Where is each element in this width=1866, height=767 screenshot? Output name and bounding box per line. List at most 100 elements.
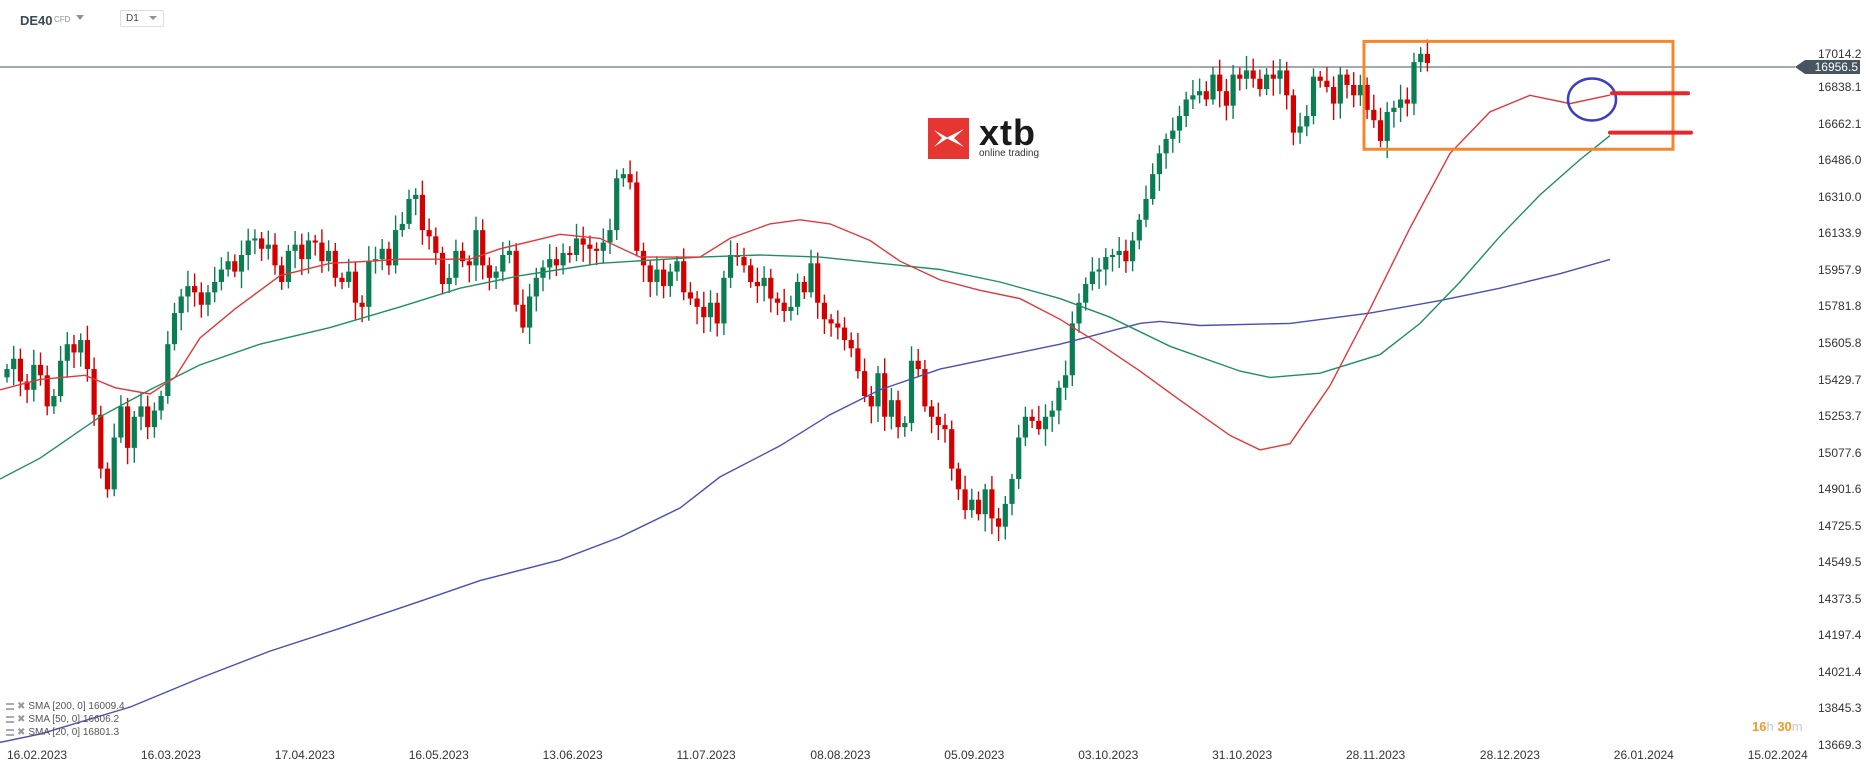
candle-body bbox=[299, 244, 305, 260]
candle-body bbox=[292, 244, 298, 251]
candle-body bbox=[366, 261, 372, 307]
candle-body bbox=[1022, 416, 1028, 438]
legend-sma50[interactable]: ✖ SMA [50, 0] 16606.2 bbox=[6, 714, 119, 725]
price-axis-label: 15605.8 bbox=[1818, 335, 1862, 350]
timeframe-select[interactable]: D1 bbox=[120, 10, 164, 27]
candle-body bbox=[84, 340, 90, 370]
price-axis-label: 16310.0 bbox=[1818, 189, 1862, 204]
candle-body bbox=[31, 364, 37, 390]
highlight-circle bbox=[1566, 77, 1618, 122]
sma50-line bbox=[0, 135, 1611, 480]
candle-body bbox=[1036, 420, 1042, 430]
candle-body bbox=[1183, 99, 1189, 117]
candle-body bbox=[667, 271, 673, 287]
candle-body bbox=[393, 230, 399, 266]
candle-body bbox=[768, 277, 774, 299]
candle-body bbox=[1371, 109, 1377, 121]
candle-body bbox=[808, 263, 814, 293]
settings-icon[interactable] bbox=[6, 715, 14, 723]
candle-body bbox=[741, 257, 747, 266]
settings-icon[interactable] bbox=[6, 702, 14, 710]
current-price-tag: 16956.5 bbox=[1795, 60, 1860, 74]
candle-body bbox=[406, 199, 412, 224]
candle-body bbox=[721, 277, 727, 324]
candle-body bbox=[225, 261, 231, 270]
candle-body bbox=[1156, 153, 1162, 175]
candle-body bbox=[265, 244, 271, 249]
price-axis-label: 14549.5 bbox=[1818, 555, 1862, 570]
candle-body bbox=[205, 292, 211, 305]
close-icon[interactable]: ✖ bbox=[17, 701, 26, 712]
candle-body bbox=[1391, 107, 1397, 112]
candle-body bbox=[661, 269, 667, 287]
price-axis-label: 15957.9 bbox=[1818, 262, 1862, 277]
candle-body bbox=[359, 302, 365, 307]
symbol-type: CFD bbox=[54, 15, 71, 24]
candle-body bbox=[238, 255, 245, 272]
candle-body bbox=[17, 358, 23, 382]
symbol-dropdown-caret-icon[interactable] bbox=[76, 15, 84, 20]
date-axis-label: 08.08.2023 bbox=[810, 748, 871, 762]
range-box bbox=[1362, 39, 1675, 151]
candle-body bbox=[125, 406, 131, 448]
legend-sma200[interactable]: ✖ SMA [200, 0] 16009.4 bbox=[6, 701, 125, 712]
candle-body bbox=[71, 344, 77, 353]
candle-body bbox=[573, 238, 580, 256]
candle-body bbox=[527, 296, 533, 328]
date-axis-label: 16.03.2023 bbox=[140, 748, 201, 762]
candle-body bbox=[1109, 255, 1116, 258]
candle-body bbox=[908, 360, 915, 423]
candle-body bbox=[1089, 271, 1095, 285]
candle-body bbox=[58, 360, 64, 397]
close-icon[interactable]: ✖ bbox=[17, 727, 26, 738]
candle-body bbox=[821, 302, 827, 320]
logo-tagline: online trading bbox=[979, 148, 1040, 159]
candle-body bbox=[513, 250, 519, 305]
candle-body bbox=[419, 194, 425, 231]
candle-body bbox=[1424, 53, 1430, 63]
date-axis-label: 05.09.2023 bbox=[944, 748, 1005, 762]
candle-body bbox=[640, 250, 647, 266]
close-icon[interactable]: ✖ bbox=[17, 714, 26, 725]
candle-body bbox=[312, 240, 318, 243]
settings-icon[interactable] bbox=[6, 728, 14, 736]
candle-body bbox=[1304, 116, 1310, 127]
candle-body bbox=[761, 277, 767, 287]
candle-body bbox=[1063, 375, 1069, 388]
candle-body bbox=[1337, 74, 1343, 104]
legend-sma20[interactable]: ✖ SMA [20, 0] 16801.3 bbox=[6, 727, 119, 738]
candle-body bbox=[996, 518, 1002, 527]
candle-body bbox=[78, 340, 84, 353]
candle-body bbox=[647, 265, 653, 282]
chevron-down-icon bbox=[149, 16, 157, 20]
candle-body bbox=[915, 360, 921, 370]
price-axis-label: 14197.4 bbox=[1818, 628, 1862, 643]
candle-body bbox=[1069, 323, 1075, 376]
date-axis-label: 31.10.2023 bbox=[1212, 748, 1273, 762]
candle-body bbox=[111, 437, 117, 490]
candle-body bbox=[1404, 99, 1410, 104]
candle-body bbox=[198, 292, 204, 305]
price-axis-label: 13669.3 bbox=[1818, 737, 1862, 752]
price-axis-label: 16662.1 bbox=[1818, 116, 1862, 131]
price-axis-label: 15781.8 bbox=[1818, 299, 1862, 314]
candle-body bbox=[600, 242, 606, 251]
date-axis-label: 03.10.2023 bbox=[1078, 748, 1139, 762]
candle-body bbox=[520, 304, 526, 328]
candle-body bbox=[165, 344, 171, 397]
symbol-name[interactable]: DE40 bbox=[20, 13, 53, 28]
candle-body bbox=[1344, 74, 1350, 85]
price-axis-label: 16838.1 bbox=[1818, 80, 1862, 95]
candle-body bbox=[835, 323, 841, 328]
candle-body bbox=[1384, 111, 1390, 141]
candle-body bbox=[1351, 84, 1357, 96]
price-axis-label: 14725.5 bbox=[1818, 518, 1862, 533]
candle-body bbox=[1150, 174, 1156, 200]
candle-body bbox=[1284, 70, 1290, 96]
candle-body bbox=[855, 348, 861, 372]
candle-body bbox=[594, 248, 600, 251]
candle-body bbox=[1217, 74, 1223, 92]
candle-body bbox=[614, 178, 620, 231]
candle-body bbox=[319, 242, 325, 262]
